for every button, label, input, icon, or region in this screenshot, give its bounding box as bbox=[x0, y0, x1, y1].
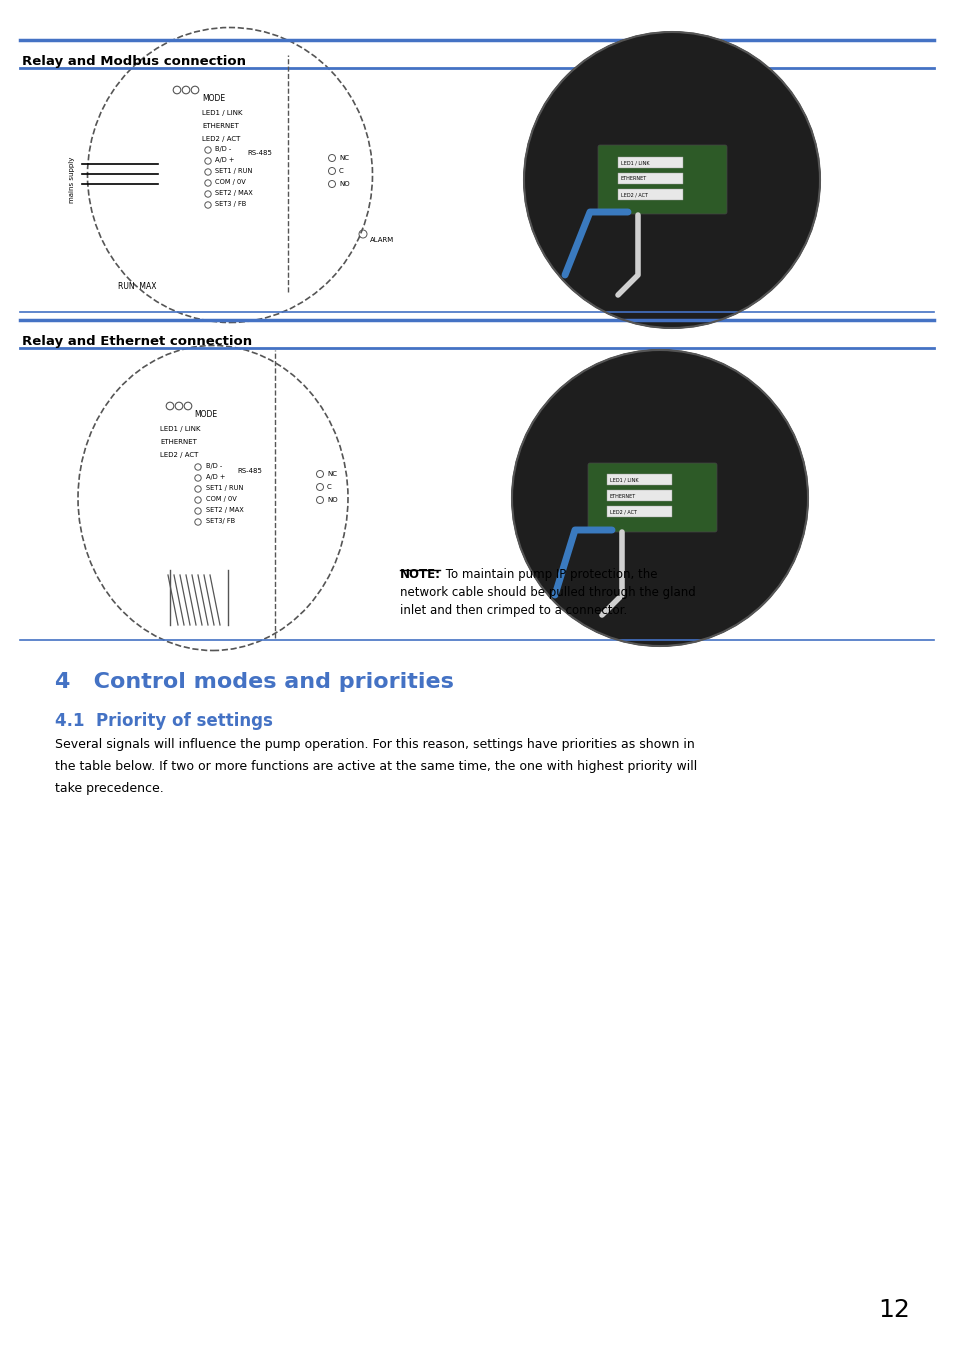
Text: NC: NC bbox=[338, 155, 349, 161]
Text: LED1 / LINK: LED1 / LINK bbox=[160, 427, 200, 432]
FancyBboxPatch shape bbox=[587, 463, 717, 532]
Text: LED1 / LINK: LED1 / LINK bbox=[609, 478, 638, 482]
Text: NOTE:: NOTE: bbox=[399, 568, 440, 580]
Text: RS-485: RS-485 bbox=[236, 468, 262, 474]
Text: ETHERNET: ETHERNET bbox=[202, 123, 238, 130]
Text: SET1 / RUN: SET1 / RUN bbox=[214, 167, 253, 174]
FancyBboxPatch shape bbox=[598, 144, 726, 215]
Text: Relay and Ethernet connection: Relay and Ethernet connection bbox=[22, 335, 252, 348]
Text: ETHERNET: ETHERNET bbox=[160, 439, 196, 446]
Text: SET3/ FB: SET3/ FB bbox=[206, 518, 234, 524]
Text: A/D +: A/D + bbox=[214, 157, 234, 163]
Text: COM / 0V: COM / 0V bbox=[214, 180, 246, 185]
Text: LED1 / LINK: LED1 / LINK bbox=[202, 109, 242, 116]
Bar bbox=[618, 189, 682, 200]
Text: SET2 / MAX: SET2 / MAX bbox=[214, 190, 253, 196]
Text: inlet and then crimped to a connector.: inlet and then crimped to a connector. bbox=[399, 603, 626, 617]
Text: MODE: MODE bbox=[202, 95, 225, 103]
Text: SET2 / MAX: SET2 / MAX bbox=[206, 508, 244, 513]
Text: NO: NO bbox=[327, 497, 337, 504]
Text: A/D +: A/D + bbox=[206, 474, 225, 481]
Text: NO: NO bbox=[338, 181, 349, 188]
Text: To maintain pump IP protection, the: To maintain pump IP protection, the bbox=[441, 568, 657, 580]
Text: B/D -: B/D - bbox=[206, 463, 222, 468]
Text: the table below. If two or more functions are active at the same time, the one w: the table below. If two or more function… bbox=[55, 760, 697, 774]
Text: LED1 / LINK: LED1 / LINK bbox=[620, 161, 649, 166]
Bar bbox=[618, 173, 682, 184]
Text: COM / 0V: COM / 0V bbox=[206, 495, 236, 502]
Text: C: C bbox=[327, 485, 332, 490]
Circle shape bbox=[523, 32, 820, 328]
Text: 4.1  Priority of settings: 4.1 Priority of settings bbox=[55, 711, 273, 730]
Text: RS-485: RS-485 bbox=[247, 150, 272, 157]
Circle shape bbox=[512, 350, 807, 647]
Text: take precedence.: take precedence. bbox=[55, 782, 164, 795]
Text: LED2 / ACT: LED2 / ACT bbox=[620, 193, 647, 197]
Text: network cable should be pulled through the gland: network cable should be pulled through t… bbox=[399, 586, 695, 599]
Text: SET3 / FB: SET3 / FB bbox=[214, 201, 246, 207]
Text: LED2 / ACT: LED2 / ACT bbox=[202, 136, 240, 142]
Text: NC: NC bbox=[327, 471, 336, 477]
Text: Relay and Modbus connection: Relay and Modbus connection bbox=[22, 55, 246, 68]
Text: SET1 / RUN: SET1 / RUN bbox=[206, 485, 243, 491]
Text: MODE: MODE bbox=[193, 410, 217, 418]
Text: RUN  MAX: RUN MAX bbox=[118, 282, 156, 292]
Text: ETHERNET: ETHERNET bbox=[609, 494, 636, 498]
Text: C: C bbox=[338, 167, 343, 174]
Text: 12: 12 bbox=[877, 1297, 909, 1322]
Bar bbox=[606, 506, 671, 517]
Text: ETHERNET: ETHERNET bbox=[620, 177, 646, 181]
Text: LED2 / ACT: LED2 / ACT bbox=[609, 509, 637, 514]
Bar bbox=[606, 474, 671, 485]
Bar bbox=[618, 157, 682, 167]
Text: ALARM: ALARM bbox=[370, 238, 394, 243]
Bar bbox=[606, 490, 671, 501]
Text: mains supply: mains supply bbox=[69, 157, 75, 204]
Text: 4   Control modes and priorities: 4 Control modes and priorities bbox=[55, 672, 454, 693]
Text: LED2 / ACT: LED2 / ACT bbox=[160, 452, 198, 458]
Text: Several signals will influence the pump operation. For this reason, settings hav: Several signals will influence the pump … bbox=[55, 738, 694, 751]
Text: B/D -: B/D - bbox=[214, 146, 231, 153]
